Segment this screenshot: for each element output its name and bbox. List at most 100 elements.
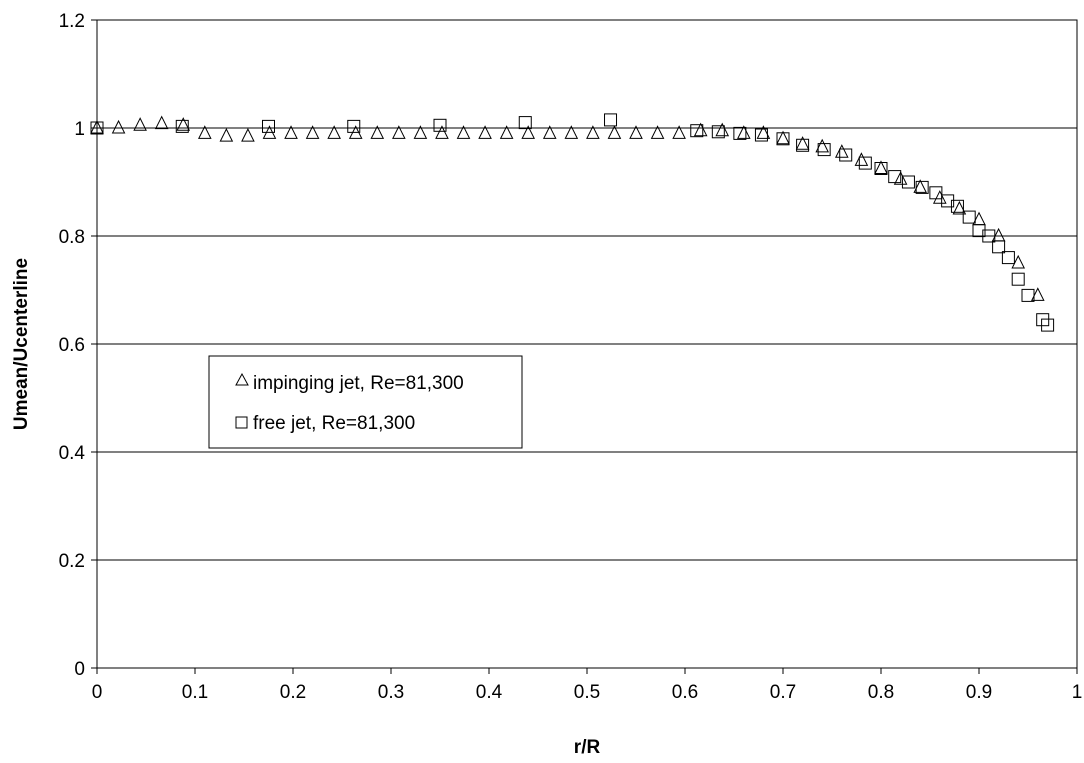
triangle-point: [795, 136, 810, 150]
x-tick-label: 0.5: [574, 682, 600, 703]
triangle-point: [413, 125, 428, 139]
triangle-point: [776, 130, 790, 145]
triangle-point: [133, 117, 147, 131]
square-series: [90, 113, 1055, 332]
triangle-point: [932, 190, 947, 204]
x-tick-label: 0.2: [280, 682, 306, 703]
square-point: [1021, 288, 1035, 302]
x-tick-label: 0.1: [182, 682, 208, 703]
x-tick-label: 1: [1072, 682, 1083, 703]
square-point: [796, 138, 810, 152]
triangle-point: [499, 125, 514, 139]
axis-ticks: [91, 19, 1078, 674]
x-tick-label: 0.3: [378, 682, 404, 703]
x-tick-label: 0.7: [770, 682, 796, 703]
square-point: [1036, 313, 1050, 327]
square-point: [776, 132, 790, 146]
y-tick-label: 0.8: [59, 227, 85, 248]
triangle-point: [1011, 254, 1026, 269]
legend-triangle-marker: [235, 372, 249, 386]
triangle-point: [435, 125, 449, 139]
square-point: [604, 113, 618, 127]
x-tick-label: 0.6: [672, 682, 698, 703]
square-point: [711, 125, 725, 139]
y-tick-label: 0.4: [59, 443, 86, 464]
square-point: [858, 156, 872, 170]
y-tick-labels: 0 0.2 0.4 0.6 0.8 1 1.2: [59, 11, 86, 680]
legend-square-marker: [235, 416, 248, 429]
triangle-point: [834, 144, 849, 158]
triangle-point: [305, 125, 320, 139]
x-tick-labels: 0 0.1 0.2 0.3 0.4 0.5 0.6 0.7 0.8 0.9 1: [92, 682, 1083, 703]
y-tick-label: 0: [74, 659, 85, 680]
square-point: [1001, 251, 1015, 265]
triangle-point: [913, 179, 928, 193]
square-point: [874, 162, 888, 175]
triangle-point: [392, 125, 406, 139]
square-point: [888, 170, 902, 184]
square-point: [817, 143, 831, 157]
legend-label-impinging-jet: impinging jet, Re=81,300: [253, 373, 464, 394]
x-tick-label: 0: [92, 682, 103, 703]
triangle-point: [456, 125, 471, 139]
triangle-point: [219, 127, 234, 142]
square-point: [929, 186, 943, 200]
triangle-point: [1030, 287, 1045, 301]
legend: impinging jet, Re=81,300 free jet, Re=81…: [208, 355, 523, 449]
triangle-point: [952, 200, 967, 215]
y-axis-title: Umean/Ucenterline: [11, 258, 32, 430]
triangle-point: [370, 125, 385, 139]
triangle-point: [111, 119, 126, 134]
triangle-point: [650, 125, 665, 139]
triangle-point: [756, 125, 771, 139]
y-tick-label: 1.2: [59, 11, 85, 32]
square-point: [262, 119, 275, 133]
triangle-point: [154, 115, 169, 130]
square-point: [941, 194, 955, 208]
triangle-point: [586, 125, 600, 139]
square-point: [175, 119, 189, 133]
y-tick-label: 0.6: [59, 335, 85, 356]
square-point: [690, 124, 704, 138]
legend-box: [208, 355, 523, 449]
triangle-point: [629, 125, 643, 139]
triangle-point: [854, 152, 869, 166]
triangle-point: [736, 125, 751, 139]
triangle-point: [241, 127, 255, 142]
square-point: [901, 175, 915, 189]
square-point: [433, 118, 447, 132]
x-tick-label: 0.9: [966, 682, 992, 703]
triangle-point: [176, 117, 191, 131]
square-point: [992, 240, 1006, 254]
square-point: [754, 128, 768, 142]
square-point: [1011, 272, 1025, 286]
square-point: [733, 126, 747, 140]
triangle-series: [90, 115, 1045, 301]
x-tick-label: 0.4: [476, 682, 503, 703]
square-point: [90, 121, 104, 135]
square-point: [982, 229, 996, 243]
triangle-point: [327, 125, 341, 139]
square-point: [518, 116, 532, 130]
triangle-point: [564, 125, 579, 139]
gridlines: [97, 127, 1077, 561]
square-point: [1041, 318, 1055, 332]
data-series: [90, 113, 1055, 332]
triangle-point: [893, 171, 908, 185]
triangle-point: [607, 125, 622, 139]
triangle-point: [197, 125, 212, 139]
triangle-point: [478, 125, 492, 139]
y-tick-label: 1: [74, 119, 85, 140]
square-point: [950, 199, 964, 213]
square-point: [347, 119, 361, 133]
y-tick-label: 0.2: [59, 551, 85, 572]
triangle-point: [672, 125, 686, 139]
triangle-point: [542, 125, 557, 139]
triangle-point: [521, 125, 536, 139]
x-axis-title: r/R: [574, 737, 601, 758]
x-tick-label: 0.8: [868, 682, 894, 703]
triangle-point: [90, 119, 104, 134]
square-point: [972, 224, 986, 238]
square-point: [962, 210, 976, 224]
